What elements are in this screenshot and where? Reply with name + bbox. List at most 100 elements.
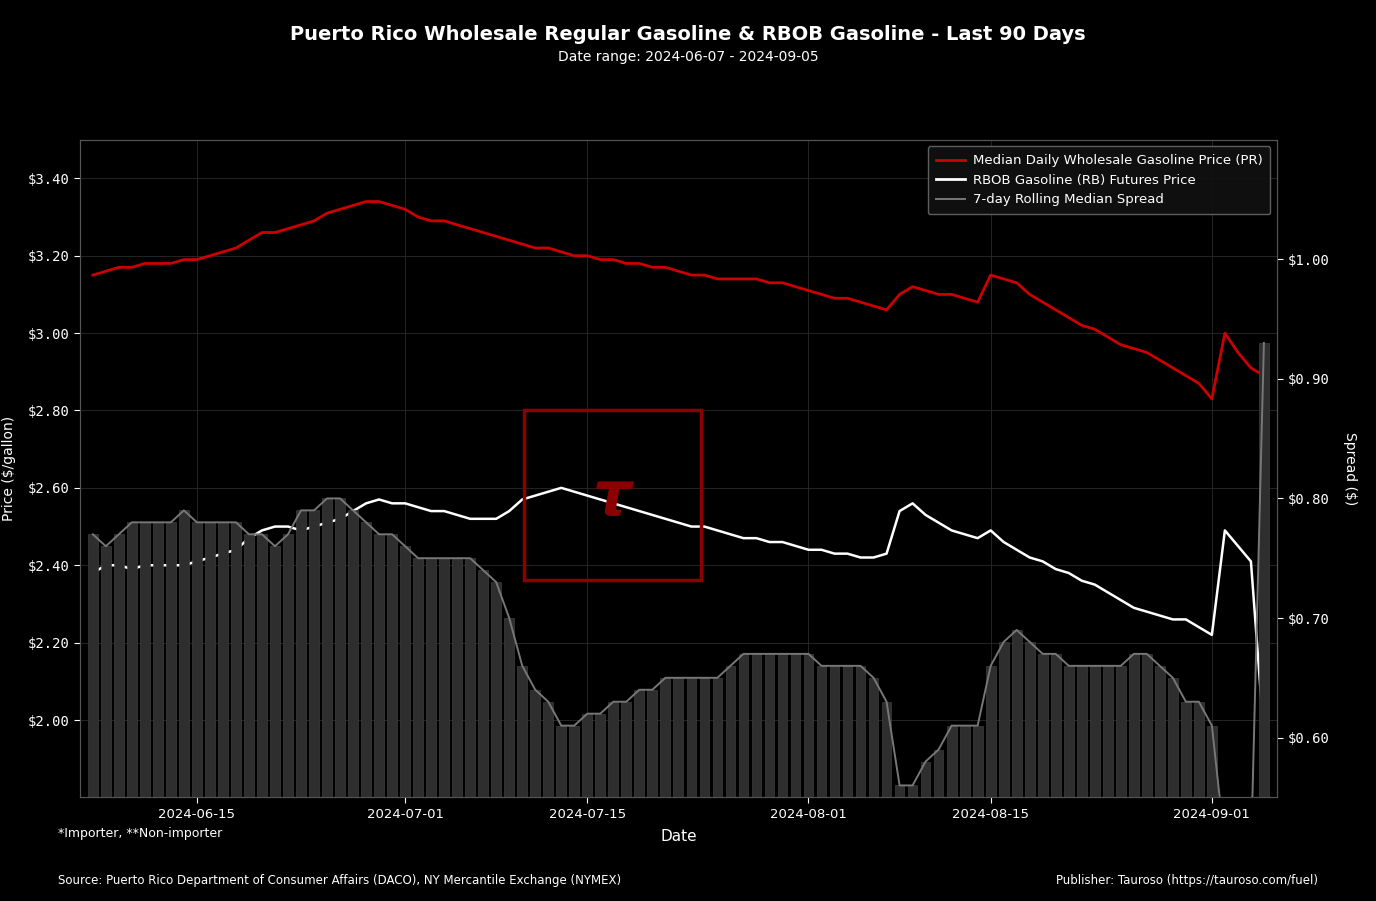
Bar [361, 523, 372, 901]
Bar [570, 725, 579, 901]
Bar [713, 678, 722, 901]
Text: Date range: 2024-06-07 - 2024-09-05: Date range: 2024-06-07 - 2024-09-05 [557, 50, 819, 65]
Bar [1168, 678, 1178, 901]
Bar [816, 666, 827, 901]
Bar [153, 523, 162, 901]
Bar [479, 570, 488, 901]
Bar [739, 654, 749, 901]
Bar [505, 618, 515, 901]
Bar [856, 666, 866, 901]
Bar [804, 654, 813, 901]
Bar [310, 510, 319, 901]
Bar [231, 523, 241, 901]
Bar [140, 523, 150, 901]
Bar [634, 690, 644, 901]
Bar [725, 666, 735, 901]
Bar [374, 534, 384, 901]
Bar [283, 534, 293, 901]
Bar [270, 546, 279, 901]
Bar [322, 498, 332, 901]
Bar [465, 559, 475, 901]
Bar [453, 559, 462, 901]
Bar [100, 546, 110, 901]
Bar [427, 559, 436, 901]
Bar [217, 523, 228, 901]
Bar [1247, 857, 1256, 901]
Bar [556, 725, 566, 901]
Text: τ: τ [593, 469, 632, 528]
Bar [660, 678, 670, 901]
Bar [530, 690, 541, 901]
Bar [413, 559, 422, 901]
Bar [1064, 666, 1073, 901]
Bar [842, 666, 852, 901]
Bar [88, 534, 98, 901]
Bar [257, 534, 267, 901]
Bar [1207, 725, 1216, 901]
Bar [973, 725, 982, 901]
Bar [1221, 845, 1230, 901]
Bar [1194, 702, 1204, 901]
Bar [673, 678, 684, 901]
Bar [830, 666, 839, 901]
Bar [1090, 666, 1099, 901]
Bar [908, 786, 918, 901]
Bar [127, 523, 136, 901]
Bar [1038, 654, 1047, 901]
Bar [882, 702, 892, 901]
Bar [608, 702, 618, 901]
Bar [648, 690, 658, 901]
Bar [985, 666, 996, 901]
Y-axis label: Price ($/gallon): Price ($/gallon) [3, 416, 17, 521]
Bar [1025, 642, 1035, 901]
Bar [336, 498, 345, 901]
X-axis label: Date: Date [660, 829, 696, 844]
Bar [999, 642, 1009, 901]
Bar [400, 546, 410, 901]
Bar [921, 761, 930, 901]
Text: Puerto Rico Wholesale Regular Gasoline & RBOB Gasoline - Last 90 Days: Puerto Rico Wholesale Regular Gasoline &… [290, 25, 1086, 44]
Legend: Median Daily Wholesale Gasoline Price (PR), RBOB Gasoline (RB) Futures Price, 7-: Median Daily Wholesale Gasoline Price (P… [927, 146, 1270, 214]
Bar [1154, 666, 1164, 901]
Bar [1116, 666, 1126, 901]
Bar [596, 714, 605, 901]
Bar [205, 523, 215, 901]
Bar [868, 678, 878, 901]
Bar [894, 786, 904, 901]
Bar [1181, 702, 1190, 901]
Bar [179, 510, 189, 901]
Bar [687, 678, 696, 901]
Bar [791, 654, 801, 901]
Bar [114, 534, 124, 901]
Bar [947, 725, 956, 901]
Bar [1259, 343, 1269, 901]
Bar [491, 582, 501, 901]
Bar [1077, 666, 1087, 901]
Bar [777, 654, 787, 901]
Text: Source: Puerto Rico Department of Consumer Affairs (DACO), NY Mercantile Exchang: Source: Puerto Rico Department of Consum… [58, 874, 621, 887]
Bar [1233, 857, 1243, 901]
Bar [193, 523, 202, 901]
Bar [765, 654, 775, 901]
Text: *Importer, **Non-importer: *Importer, **Non-importer [58, 827, 222, 840]
Bar [699, 678, 709, 901]
Y-axis label: Spread ($): Spread ($) [1343, 432, 1357, 505]
Bar [934, 750, 944, 901]
Bar [582, 714, 592, 901]
Bar [348, 510, 358, 901]
Bar [517, 666, 527, 901]
Bar [1142, 654, 1152, 901]
Bar [1128, 654, 1139, 901]
Bar [439, 559, 449, 901]
Bar [296, 510, 305, 901]
Bar [387, 534, 398, 901]
Bar [1051, 654, 1061, 901]
Text: Publisher: Tauroso (https://tauroso.com/fuel): Publisher: Tauroso (https://tauroso.com/… [1057, 874, 1318, 887]
Bar [622, 702, 632, 901]
Bar [244, 534, 253, 901]
Bar [751, 654, 761, 901]
Bar [959, 725, 970, 901]
Bar [1104, 666, 1113, 901]
Bar [166, 523, 176, 901]
Bar [1011, 630, 1021, 901]
